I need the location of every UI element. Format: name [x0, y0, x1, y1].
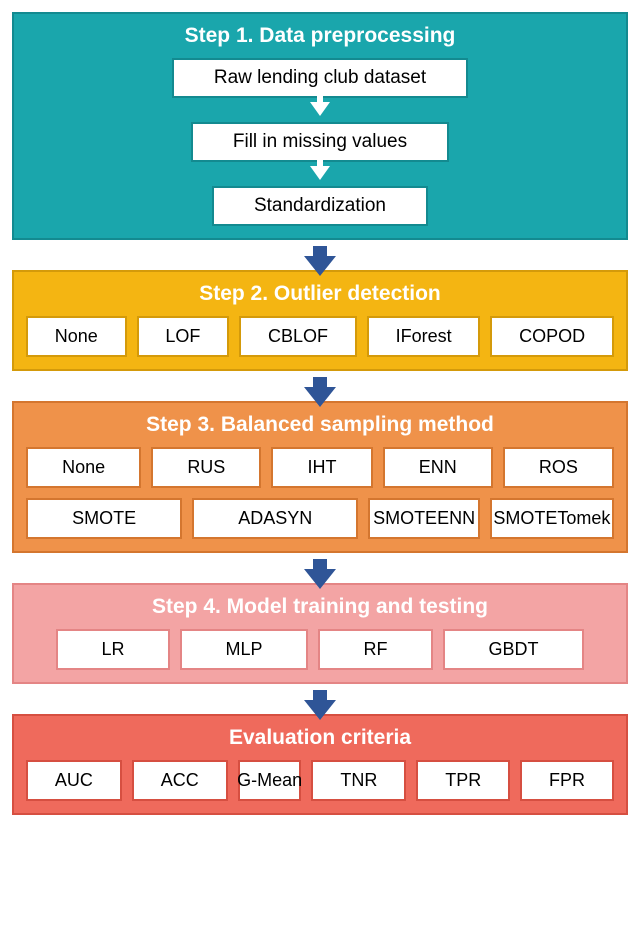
- step-4-item-lr: LR: [56, 629, 170, 670]
- step-1-block: Step 1. Data preprocessing Raw lending c…: [12, 12, 628, 240]
- inner-arrow-icon: [310, 102, 330, 116]
- step-2-item-none: None: [26, 316, 127, 357]
- step-4-row-0: LR MLP RF GBDT: [26, 629, 614, 670]
- eval-item-acc: ACC: [132, 760, 228, 801]
- inner-arrow-icon: [310, 166, 330, 180]
- evaluation-row-0: AUC ACC G-Mean TNR TPR FPR: [26, 760, 614, 801]
- step-3-item-smote: SMOTE: [26, 498, 182, 539]
- connector-arrow: [12, 559, 628, 577]
- step-4-block: Step 4. Model training and testing LR ML…: [12, 583, 628, 684]
- step-1-inner: Raw lending club dataset Fill in missing…: [26, 58, 614, 226]
- step-1-title: Step 1. Data preprocessing: [26, 24, 614, 48]
- eval-item-gmean: G-Mean: [238, 760, 302, 801]
- step-4-item-rf: RF: [318, 629, 433, 670]
- step-3-item-rus: RUS: [151, 447, 261, 488]
- evaluation-block: Evaluation criteria AUC ACC G-Mean TNR T…: [12, 714, 628, 815]
- step-4-title: Step 4. Model training and testing: [26, 595, 614, 619]
- evaluation-title: Evaluation criteria: [26, 726, 614, 750]
- step-3-item-none: None: [26, 447, 141, 488]
- arrow-down-icon: [309, 377, 331, 395]
- eval-item-tnr: TNR: [311, 760, 406, 801]
- step-3-row-0: None RUS IHT ENN ROS: [26, 447, 614, 488]
- step-2-item-iforest: IForest: [367, 316, 481, 357]
- step-2-item-copod: COPOD: [490, 316, 614, 357]
- arrow-down-icon: [309, 246, 331, 264]
- step-2-item-lof: LOF: [137, 316, 230, 357]
- step-3-item-ros: ROS: [503, 447, 614, 488]
- step-3-item-iht: IHT: [271, 447, 372, 488]
- step-4-item-mlp: MLP: [180, 629, 308, 670]
- step-3-item-adasyn: ADASYN: [192, 498, 358, 539]
- step-3-item-enn: ENN: [383, 447, 493, 488]
- connector-arrow: [12, 690, 628, 708]
- connector-arrow: [12, 377, 628, 395]
- step-1-item-2: Standardization: [212, 186, 428, 226]
- step-2-block: Step 2. Outlier detection None LOF CBLOF…: [12, 270, 628, 371]
- eval-item-tpr: TPR: [416, 760, 510, 801]
- step-3-item-smotetomek: SMOTETomek: [490, 498, 614, 539]
- step-3-block: Step 3. Balanced sampling method None RU…: [12, 401, 628, 553]
- arrow-down-icon: [309, 690, 331, 708]
- eval-item-auc: AUC: [26, 760, 122, 801]
- connector-arrow: [12, 246, 628, 264]
- eval-item-fpr: FPR: [520, 760, 614, 801]
- step-2-row-0: None LOF CBLOF IForest COPOD: [26, 316, 614, 357]
- step-4-item-gbdt: GBDT: [443, 629, 584, 670]
- step-3-title: Step 3. Balanced sampling method: [26, 413, 614, 437]
- arrow-down-icon: [309, 559, 331, 577]
- step-2-item-cblof: CBLOF: [239, 316, 357, 357]
- step-3-row-1: SMOTE ADASYN SMOTEENN SMOTETomek: [26, 498, 614, 539]
- step-2-title: Step 2. Outlier detection: [26, 282, 614, 306]
- step-3-item-smoteenn: SMOTEENN: [368, 498, 479, 539]
